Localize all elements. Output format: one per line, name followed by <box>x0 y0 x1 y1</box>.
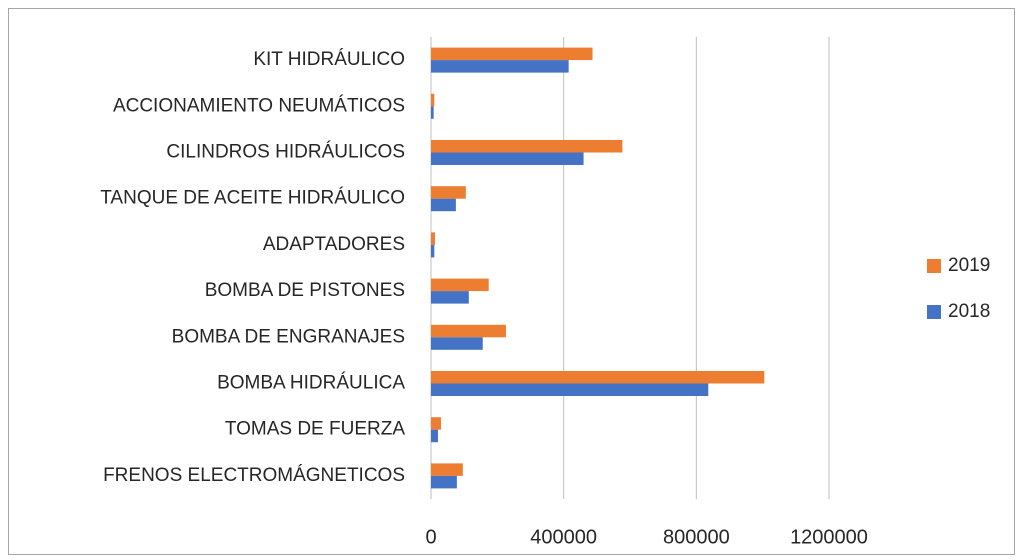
bar <box>431 47 593 61</box>
bar <box>431 140 623 153</box>
y-tick-label: ADAPTADORES <box>263 234 405 255</box>
y-tick-label: ACCIONAMIENTO NEUMÁTICOS <box>113 95 405 116</box>
chart-border <box>8 8 1015 555</box>
bar <box>431 463 463 476</box>
bar <box>431 93 435 107</box>
bar <box>431 371 765 384</box>
legend-label: 2018 <box>948 301 990 322</box>
bar <box>431 232 435 245</box>
y-tick-label: BOMBA DE ENGRANAJES <box>172 326 405 347</box>
legend-swatch <box>927 259 941 273</box>
bar <box>431 291 469 304</box>
bar <box>431 198 456 212</box>
bar <box>431 429 438 443</box>
bar <box>431 278 489 292</box>
y-tick-label: CILINDROS HIDRÁULICOS <box>166 142 405 163</box>
legend-label: 2019 <box>948 255 990 276</box>
y-tick-label: FRENOS ELECTROMÁGNETICOS <box>103 465 405 486</box>
bar <box>431 106 434 119</box>
x-tick-label: 400000 <box>530 526 597 548</box>
x-tick-label: 1200000 <box>790 526 868 548</box>
bar <box>431 475 457 489</box>
x-tick-label: 800000 <box>663 526 730 548</box>
y-tick-label: KIT HIDRÁULICO <box>253 49 405 70</box>
legend-swatch <box>927 305 941 319</box>
y-tick-label: TANQUE DE ACEITE HIDRÁULICO <box>100 188 405 209</box>
bar <box>431 417 441 430</box>
y-tick-label: BOMBA HIDRÁULICA <box>217 373 405 394</box>
bar <box>431 324 506 338</box>
y-tick-label: BOMBA DE PISTONES <box>205 280 405 301</box>
bar <box>431 186 466 199</box>
bar <box>431 337 483 350</box>
bar <box>431 152 584 165</box>
y-tick-label: TOMAS DE FUERZA <box>225 419 405 440</box>
bar <box>431 60 569 73</box>
bar <box>431 244 435 258</box>
x-tick-label: 0 <box>425 526 436 548</box>
bar <box>431 383 709 396</box>
